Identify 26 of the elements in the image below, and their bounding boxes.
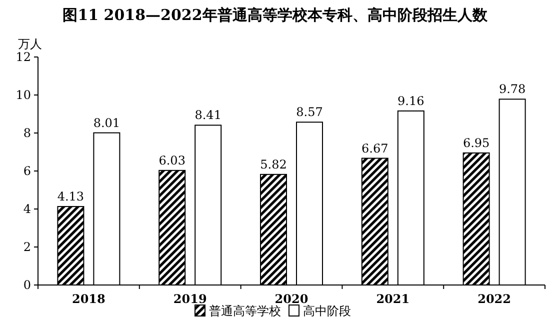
- legend-label: 普通高等学校: [209, 304, 281, 318]
- data-label: 8.41: [194, 108, 222, 122]
- y-axis-title: 万人: [18, 37, 42, 51]
- data-label: 8.01: [93, 116, 120, 130]
- y-tick-label: 12: [16, 50, 31, 64]
- x-tick-label: 2020: [274, 292, 308, 306]
- x-tick-label: 2021: [376, 292, 410, 306]
- legend-label: 高中阶段: [303, 304, 351, 318]
- y-tick-label: 2: [23, 240, 31, 254]
- data-label: 6.03: [158, 153, 186, 168]
- y-tick-label: 6: [23, 164, 31, 178]
- data-label: 4.13: [57, 190, 84, 204]
- x-tick-label: 2018: [72, 292, 106, 306]
- chart-title: 图11 2018—2022年普通高等学校本专科、高中阶段招生人数: [62, 6, 488, 24]
- data-label: 8.57: [296, 105, 323, 120]
- y-tick-label: 10: [16, 88, 31, 102]
- data-label: 9.16: [398, 94, 424, 108]
- x-tick-label: 2022: [478, 292, 512, 306]
- y-tick-label: 0: [23, 278, 31, 292]
- data-label: 6.95: [462, 136, 490, 150]
- data-label: 6.67: [362, 141, 388, 156]
- data-label: 5.82: [260, 157, 287, 172]
- data-label: 9.78: [498, 82, 526, 96]
- y-tick-label: 8: [23, 126, 31, 140]
- y-tick-label: 4: [23, 202, 32, 216]
- x-tick-label: 2019: [173, 292, 207, 306]
